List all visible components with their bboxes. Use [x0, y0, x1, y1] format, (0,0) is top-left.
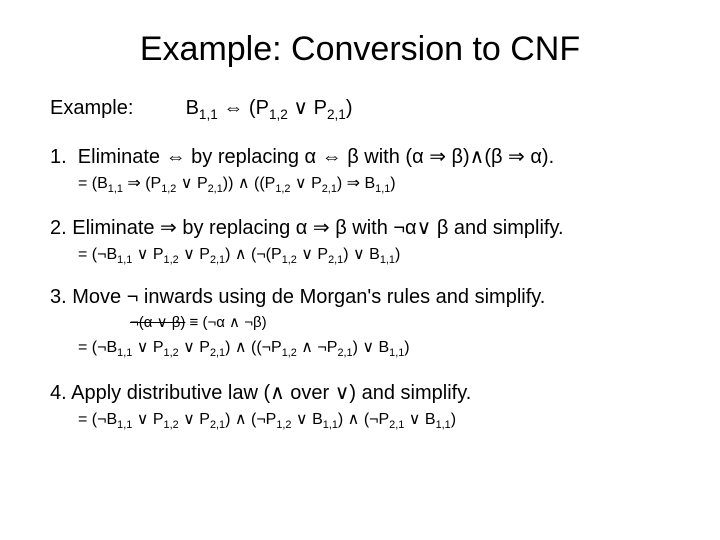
step-3: 3. Move ¬ inwards using de Morgan's rule… — [50, 286, 670, 359]
step-3-text: 3. Move ¬ inwards using de Morgan's rule… — [50, 286, 670, 309]
step-4-sub: = (¬B1,1 ∨ P1,2 ∨ P2,1) ∧ (¬P1,2 ∨ B1,1)… — [78, 409, 670, 431]
example-formula: B1,1 ⇔ (P1,2 ∨ P2,1) — [186, 97, 353, 119]
step-2-sub: = (¬B1,1 ∨ P1,2 ∨ P2,1) ∧ (¬(P1,2 ∨ P2,1… — [78, 244, 670, 266]
step-1-text: 1. Eliminate ⇔ by replacing α ⇔ β with (… — [50, 144, 670, 169]
step-1-sub: = (B1,1 ⇒ (P1,2 ∨ P2,1)) ∧ ((P1,2 ∨ P2,1… — [78, 173, 670, 195]
example-line: Example: B1,1 ⇔ (P1,2 ∨ P2,1) — [50, 95, 670, 122]
step-2: 2. Eliminate ⇒ by replacing α ⇒ β with ¬… — [50, 215, 670, 266]
example-label: Example: — [50, 97, 180, 120]
slide-title: Example: Conversion to CNF — [50, 30, 670, 69]
step-4: 4. Apply distributive law (∧ over ∨) and… — [50, 380, 670, 431]
slide-container: Example: Conversion to CNF Example: B1,1… — [0, 0, 720, 471]
step-3-sub: = (¬B1,1 ∨ P1,2 ∨ P2,1) ∧ ((¬P1,2 ∧ ¬P2,… — [78, 337, 670, 359]
step-1: 1. Eliminate ⇔ by replacing α ⇔ β with (… — [50, 144, 670, 195]
step-2-text: 2. Eliminate ⇒ by replacing α ⇒ β with ¬… — [50, 215, 670, 240]
step-3-rule: ¬(α ∨ β) ≡ (¬α ∧ ¬β) — [130, 313, 670, 331]
step-4-text: 4. Apply distributive law (∧ over ∨) and… — [50, 380, 670, 405]
